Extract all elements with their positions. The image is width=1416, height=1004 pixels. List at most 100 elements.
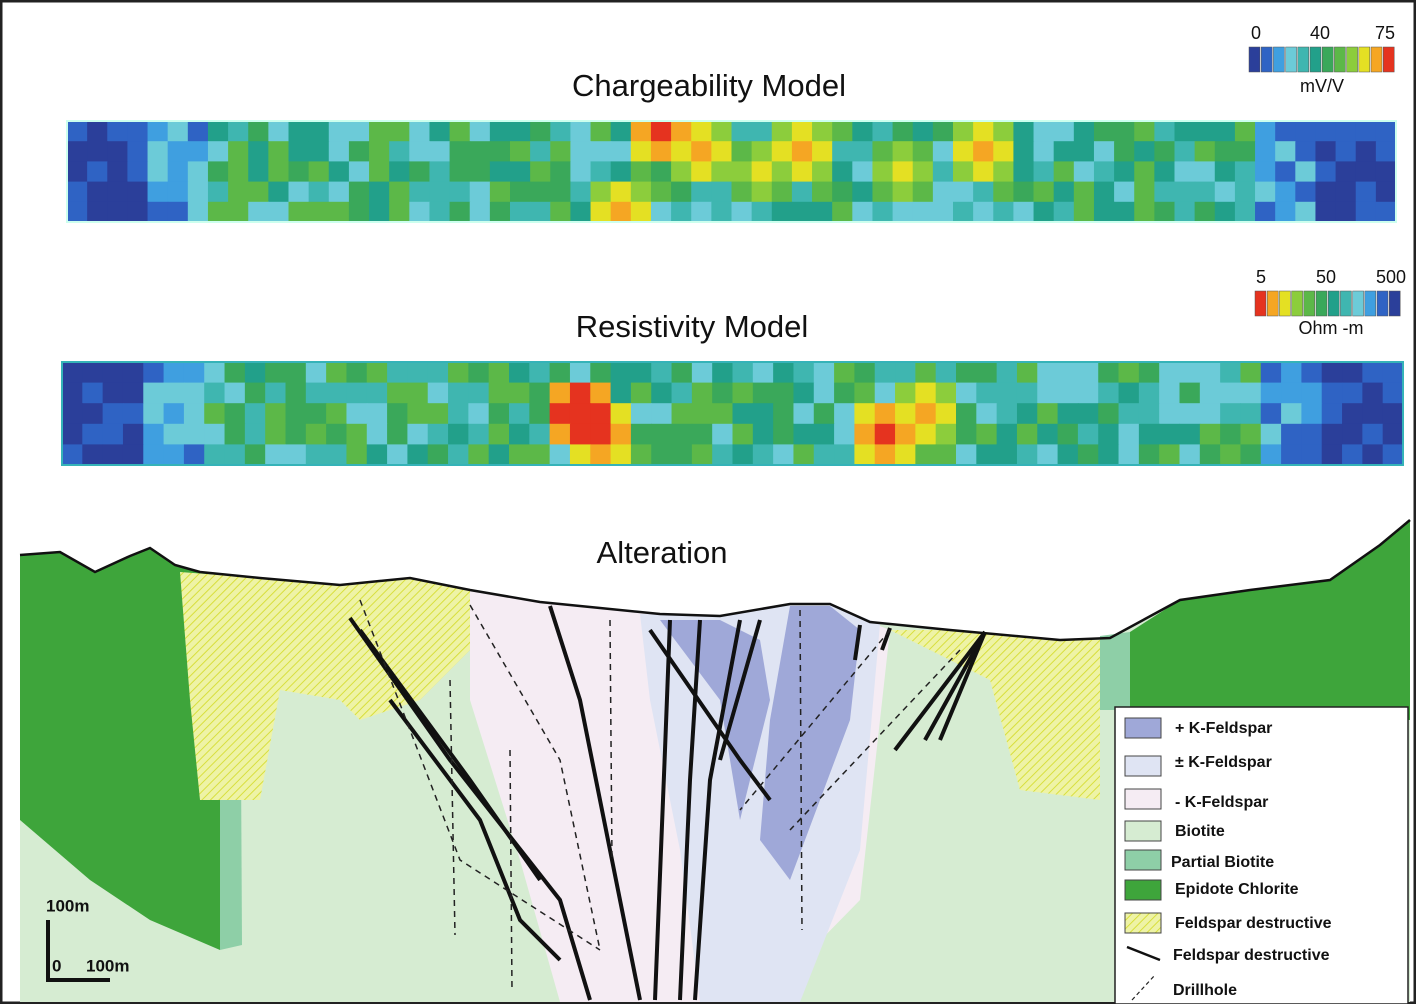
heatmap-cell — [1275, 121, 1296, 142]
heatmap-cell — [1342, 444, 1363, 466]
heatmap-cell — [143, 362, 165, 384]
heatmap-cell — [895, 362, 916, 384]
heatmap-cell — [1093, 161, 1115, 183]
heatmap-cell — [1382, 382, 1404, 404]
heatmap-cell — [671, 362, 693, 384]
heatmap-cell — [107, 161, 129, 183]
color-scale — [1254, 290, 1401, 317]
heatmap-cell — [1321, 444, 1343, 466]
heatmap-cell — [348, 201, 370, 223]
heatmap-cell — [366, 444, 388, 466]
heatmap-cell — [976, 362, 998, 384]
heatmap-cell — [510, 181, 531, 203]
heatmap-cell — [731, 181, 753, 203]
heatmap-cell — [143, 382, 165, 404]
heatmap-cell — [389, 181, 410, 203]
heatmap-cell — [549, 382, 571, 404]
scale-label: 75 — [1375, 23, 1395, 43]
scale-swatch — [1346, 46, 1358, 73]
heatmap-cell — [509, 403, 530, 425]
heatmap-cell — [328, 201, 350, 223]
scale-swatch — [1285, 46, 1297, 73]
heatmap-cell — [530, 181, 551, 203]
heatmap-cell — [248, 121, 269, 142]
heatmap-cell — [832, 121, 853, 142]
heatmap-cell — [1077, 444, 1099, 466]
heatmap-cell — [872, 181, 894, 203]
heatmap-cell — [285, 444, 307, 466]
heatmap-cell — [731, 141, 753, 162]
heatmap-cell — [207, 121, 229, 142]
heatmap-cell — [1077, 362, 1099, 384]
heatmap-cell — [288, 181, 310, 203]
heatmap-cell — [510, 121, 531, 142]
heatmap-cell — [569, 423, 591, 445]
heatmap-cell — [1013, 121, 1035, 142]
heatmap-cell — [1057, 382, 1079, 404]
heatmap-cell — [732, 444, 754, 466]
heatmap-cell — [549, 403, 571, 425]
heatmap-cell — [1275, 141, 1296, 162]
alteration-section: Alteration — [19, 519, 1411, 1002]
heatmap-cell — [956, 423, 977, 445]
heatmap-cell — [752, 382, 774, 404]
heatmap-cell — [935, 423, 957, 445]
heatmap-cell — [1138, 382, 1160, 404]
heatmap-cell — [1138, 444, 1160, 466]
heatmap-cell — [854, 362, 876, 384]
heatmap-cell — [488, 382, 510, 404]
panel-title: Resistivity Model — [576, 309, 809, 344]
heatmap-cell — [1134, 121, 1155, 142]
heatmap-cell — [107, 141, 129, 162]
heatmap-cell — [834, 362, 856, 384]
heatmap-cell — [143, 444, 165, 466]
heatmap-cell — [102, 362, 124, 384]
heatmap-cell — [550, 161, 572, 183]
heatmap-cell — [953, 141, 974, 162]
heatmap-cell — [87, 121, 108, 142]
heatmap-cell — [773, 382, 795, 404]
heatmap-cell — [228, 161, 249, 183]
heatmap-cell — [935, 362, 957, 384]
heatmap-cell — [1093, 201, 1115, 223]
heatmap-cell — [932, 121, 954, 142]
heatmap-cell — [448, 444, 469, 466]
heatmap-cell — [183, 444, 205, 466]
heatmap-cell — [1053, 161, 1075, 183]
heatmap-cell — [570, 141, 592, 162]
heatmap-cell — [62, 382, 83, 404]
heatmap-cell — [1098, 382, 1120, 404]
heatmap-cell — [973, 161, 994, 183]
heatmap-cell — [752, 362, 774, 384]
heatmap-cell — [1255, 161, 1276, 183]
heatmap-cell — [1255, 141, 1276, 162]
heatmap-cell — [1174, 121, 1196, 142]
heatmap-cell — [773, 444, 795, 466]
heatmap-cell — [1037, 423, 1059, 445]
heatmap-cell — [773, 423, 795, 445]
heatmap-cell — [187, 181, 209, 203]
heatmap-cell — [1355, 141, 1377, 162]
heatmap-cell — [1016, 423, 1038, 445]
heatmap-cell — [1033, 181, 1055, 203]
heatmap-cell — [773, 362, 795, 384]
heatmap-cell — [82, 403, 104, 425]
scale-swatch — [1352, 290, 1364, 317]
heatmap-cell — [1013, 201, 1035, 223]
heatmap-cell — [590, 423, 612, 445]
heatmap-cell — [122, 423, 144, 445]
heatmap-cell — [389, 121, 410, 142]
heatmap-cell — [1342, 403, 1363, 425]
heatmap-cell — [409, 161, 431, 183]
color-scale — [1248, 46, 1395, 73]
heatmap-cell — [610, 362, 632, 384]
heatmap-cell — [812, 181, 833, 203]
heatmap-cell — [671, 423, 693, 445]
scale-swatch — [1254, 290, 1267, 317]
heatmap-cell — [590, 181, 612, 203]
heatmap-cell — [163, 403, 185, 425]
heatmap-cell — [691, 141, 712, 162]
heatmap-cell — [671, 444, 693, 466]
heatmap-cell — [1073, 181, 1095, 203]
heatmap-cell — [1138, 362, 1160, 384]
